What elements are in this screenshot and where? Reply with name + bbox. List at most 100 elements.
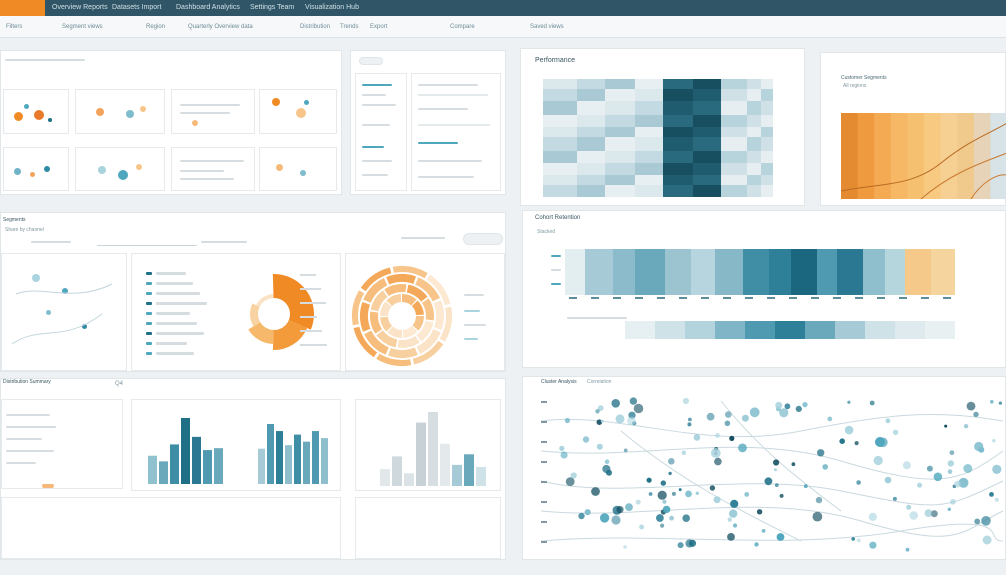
filter-item[interactable]: Compare	[450, 24, 475, 30]
nav-item-dashboard[interactable]: Dashboard Analytics	[176, 4, 240, 11]
thumb-dot	[118, 170, 128, 180]
thumb-dot	[14, 112, 23, 121]
list-line	[362, 160, 392, 162]
detail-line	[418, 142, 458, 144]
thumbnail-card[interactable]	[171, 89, 255, 134]
scatter-point	[671, 491, 676, 496]
nav-item-settings[interactable]: Settings Team	[250, 4, 295, 11]
stripe-segment	[837, 249, 863, 295]
stripe-segment	[895, 321, 925, 339]
thumb-dot	[276, 164, 283, 171]
heatmap-cell	[543, 79, 577, 89]
thumbnail-card[interactable]	[259, 89, 337, 134]
thumbnail-card[interactable]	[75, 147, 165, 191]
filter-item[interactable]: Quarterly Overview data	[188, 24, 253, 30]
legend-line	[156, 322, 197, 325]
filter-item[interactable]: Segment views	[62, 24, 103, 30]
heatmap-cell	[635, 127, 663, 137]
legend-line	[156, 272, 186, 275]
stripe-tick	[701, 297, 709, 299]
stripe-segment	[715, 321, 745, 339]
detail-line	[418, 108, 468, 110]
heatmap-cell	[605, 175, 635, 185]
filter-item[interactable]: Filters	[6, 24, 23, 30]
mini-dot	[46, 310, 51, 315]
radial-segment	[353, 326, 378, 358]
radial-segment	[412, 340, 444, 365]
scatter-point	[729, 509, 738, 518]
heatmap-cell	[761, 79, 773, 89]
radial-segment	[380, 301, 392, 316]
app-logo[interactable]	[0, 0, 45, 16]
mini-curves	[11, 283, 113, 345]
orange-band	[957, 113, 975, 199]
bar	[440, 443, 450, 486]
list-line	[362, 84, 392, 86]
scatter-point	[773, 459, 780, 466]
heatmap-cell	[761, 137, 773, 151]
nav-item-visualization[interactable]: Visualization Hub	[305, 4, 359, 11]
donut-slice	[250, 303, 261, 327]
scatter-point	[947, 469, 953, 474]
nav-item-datasets[interactable]: Datasets Import	[112, 4, 162, 11]
filter-item[interactable]: Trends	[340, 24, 359, 30]
orange-band	[841, 113, 858, 199]
radial-segment	[352, 290, 365, 326]
scatter-point	[869, 541, 877, 549]
heatmap-cell	[543, 101, 577, 115]
thumb-dot	[136, 164, 142, 170]
bar	[214, 448, 223, 484]
scatter-point	[639, 524, 645, 530]
list-line	[6, 414, 50, 416]
scatter-point	[629, 397, 638, 405]
thumb-dot	[34, 110, 44, 120]
bar	[294, 434, 301, 484]
scatter-point	[795, 405, 802, 412]
filter-item[interactable]: Region	[146, 24, 166, 30]
thumb-dot	[96, 108, 104, 116]
radial-segment	[439, 306, 452, 342]
heatmap-cell	[693, 163, 721, 175]
donut-legend-right	[300, 274, 340, 364]
scatter-point	[611, 515, 621, 525]
thumbnail-card[interactable]	[75, 89, 165, 134]
scatter-point	[682, 397, 689, 405]
scatter-point	[856, 480, 861, 485]
thumbnail-card[interactable]	[171, 147, 255, 191]
network-curve	[540, 480, 1004, 506]
scatter-point	[625, 503, 633, 511]
filter-item[interactable]: Export	[370, 24, 388, 30]
stripe-tick	[569, 297, 577, 299]
filter-item[interactable]: Saved views	[530, 24, 564, 30]
bar	[276, 431, 283, 484]
scatter-point	[847, 400, 851, 404]
scatter-point	[710, 448, 721, 458]
thumbnail-card[interactable]	[3, 147, 69, 191]
thumb-line	[180, 170, 224, 172]
panel-tab-button[interactable]	[359, 57, 383, 65]
heatmap-cell	[761, 151, 773, 163]
scatter-point	[564, 417, 570, 424]
scatter-point	[715, 433, 720, 438]
scatter-point	[839, 438, 845, 444]
thumb-dot	[44, 166, 50, 172]
heatmap-cell	[721, 175, 747, 185]
scatter-point	[947, 460, 954, 467]
radial-segment	[397, 336, 420, 348]
scatter-point	[764, 477, 773, 486]
scatter-point	[669, 515, 674, 521]
legend-line	[156, 352, 194, 355]
heatmap-cell	[693, 175, 721, 185]
thumbnail-grid-panel	[0, 50, 342, 195]
orange-area-panel: Customer Segments All regions	[820, 52, 1006, 206]
thumb-line	[180, 178, 234, 180]
radial-segment	[433, 300, 444, 331]
heatmap-panel: Performance	[520, 48, 805, 206]
thumbnail-card[interactable]	[259, 147, 337, 191]
nav-item-overview[interactable]: Overview Reports	[52, 4, 108, 11]
thumbnail-card[interactable]	[3, 89, 69, 134]
filter-item[interactable]: Distribution	[300, 24, 331, 30]
scatter-point	[856, 538, 861, 543]
view-toggle-button[interactable]	[463, 233, 503, 245]
legend-line	[156, 342, 187, 345]
